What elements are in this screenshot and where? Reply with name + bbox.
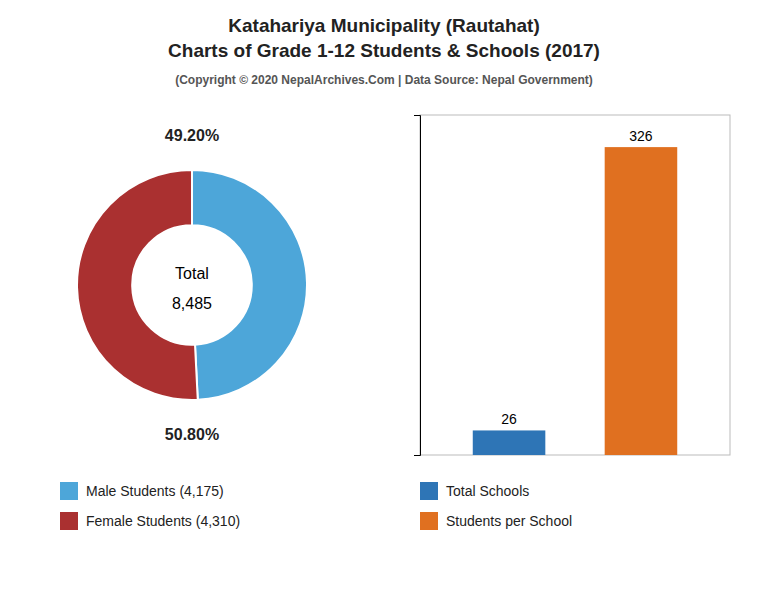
legend-swatch bbox=[420, 482, 438, 500]
legend-label: Students per School bbox=[446, 513, 572, 529]
title: Charts of Grade 1-12 Students & Schools … bbox=[168, 40, 600, 61]
legend: Total Schools Students per School bbox=[420, 482, 572, 530]
plot-frame bbox=[420, 115, 730, 455]
donut bbox=[77, 170, 307, 400]
bar bbox=[473, 430, 546, 455]
legend-item: Female Students (4,310) bbox=[60, 512, 240, 530]
legend-swatch bbox=[420, 512, 438, 530]
legend-item: Total Schools bbox=[420, 482, 529, 500]
legend-swatch bbox=[60, 512, 78, 530]
subtitle: (Copyright © 2020 NepalArchives.Com | Da… bbox=[175, 73, 593, 87]
data-label: 326 bbox=[629, 128, 653, 144]
legend-swatch bbox=[60, 482, 78, 500]
title: Katahariya Municipality (Rautahat) bbox=[228, 15, 539, 36]
legend: Male Students (4,175) Female Students (4,… bbox=[60, 482, 240, 530]
legend-label: Total Schools bbox=[446, 483, 529, 499]
donut-slice bbox=[192, 170, 307, 400]
legend-label: Female Students (4,310) bbox=[86, 513, 240, 529]
bar bbox=[605, 147, 678, 455]
chart-root: Katahariya Municipality (Rautahat) Charts… bbox=[0, 0, 768, 597]
donut-slice bbox=[77, 170, 198, 400]
center-annotation: 8,485 bbox=[172, 295, 212, 312]
data-label: 26 bbox=[501, 411, 517, 427]
legend-label: Male Students (4,175) bbox=[86, 483, 224, 499]
legend-item: Students per School bbox=[420, 512, 572, 530]
legend-item: Male Students (4,175) bbox=[60, 482, 224, 500]
data-label: 50.80% bbox=[165, 426, 219, 443]
data-label: 49.20% bbox=[165, 127, 219, 144]
center-annotation: Total bbox=[175, 265, 209, 282]
y-axis bbox=[414, 116, 421, 456]
y-axis-line bbox=[414, 116, 421, 456]
bars bbox=[473, 147, 677, 455]
